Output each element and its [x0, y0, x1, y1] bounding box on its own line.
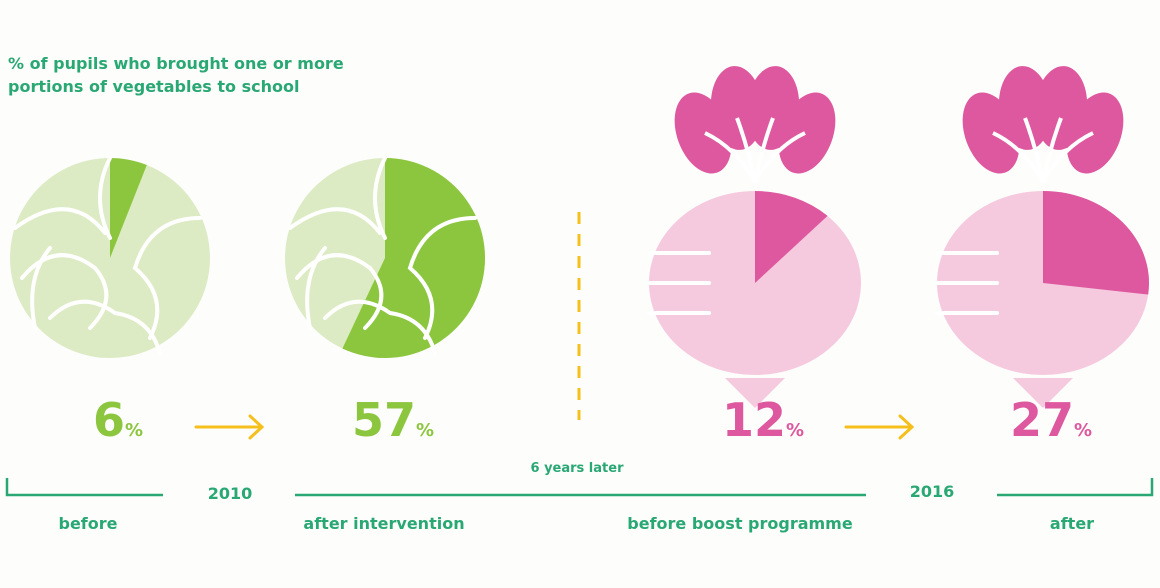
- value-unit: %: [125, 420, 143, 441]
- stem: [1041, 131, 1094, 183]
- stem: [735, 117, 757, 183]
- tail: [1013, 378, 1073, 408]
- value-number: 12: [722, 393, 786, 447]
- arrow: [844, 414, 915, 440]
- value-label: 27%: [1010, 393, 1092, 447]
- wedge: [110, 158, 147, 258]
- leaf-vein: [98, 156, 112, 240]
- value-label: 12%: [722, 393, 804, 447]
- stem: [753, 117, 775, 183]
- leaf-vein: [30, 246, 52, 330]
- annotation: 6 years later: [531, 461, 625, 476]
- value-unit: %: [1074, 420, 1092, 441]
- leaf-vein: [13, 207, 107, 235]
- leaf: [1066, 92, 1124, 174]
- value-number: 57: [352, 393, 416, 447]
- category-label: before boost programme: [627, 514, 853, 533]
- value-label: 57%: [352, 393, 434, 447]
- stem: [704, 131, 757, 183]
- value-number: 6: [93, 393, 125, 447]
- leaf-vein: [407, 216, 477, 340]
- stem: [1041, 117, 1063, 183]
- leaf-vein: [323, 299, 437, 355]
- timeline: [997, 478, 1154, 497]
- arrow: [194, 414, 265, 440]
- value-label: 6%: [93, 393, 143, 447]
- tail: [725, 378, 785, 408]
- category-label: before: [59, 514, 118, 533]
- category-label: after intervention: [303, 514, 464, 533]
- leaf-vein: [132, 216, 202, 340]
- leaf-vein: [288, 207, 382, 235]
- value-unit: %: [416, 420, 434, 441]
- stem: [753, 131, 806, 183]
- leaf-vein: [373, 156, 387, 240]
- value-number: 27: [1010, 393, 1074, 447]
- timeline: [5, 478, 163, 497]
- stem: [992, 131, 1045, 183]
- wedge: [755, 191, 828, 283]
- leaf: [778, 92, 836, 174]
- chart-title: % of pupils who brought one or more port…: [8, 54, 344, 96]
- year-label: 2016: [910, 482, 955, 501]
- value-unit: %: [786, 420, 804, 441]
- year-label: 2010: [208, 484, 253, 503]
- leaf-vein: [305, 246, 327, 330]
- wedge: [1043, 191, 1149, 295]
- leaf-vein: [48, 299, 162, 355]
- stem: [1023, 117, 1045, 183]
- category-label: after: [1050, 514, 1094, 533]
